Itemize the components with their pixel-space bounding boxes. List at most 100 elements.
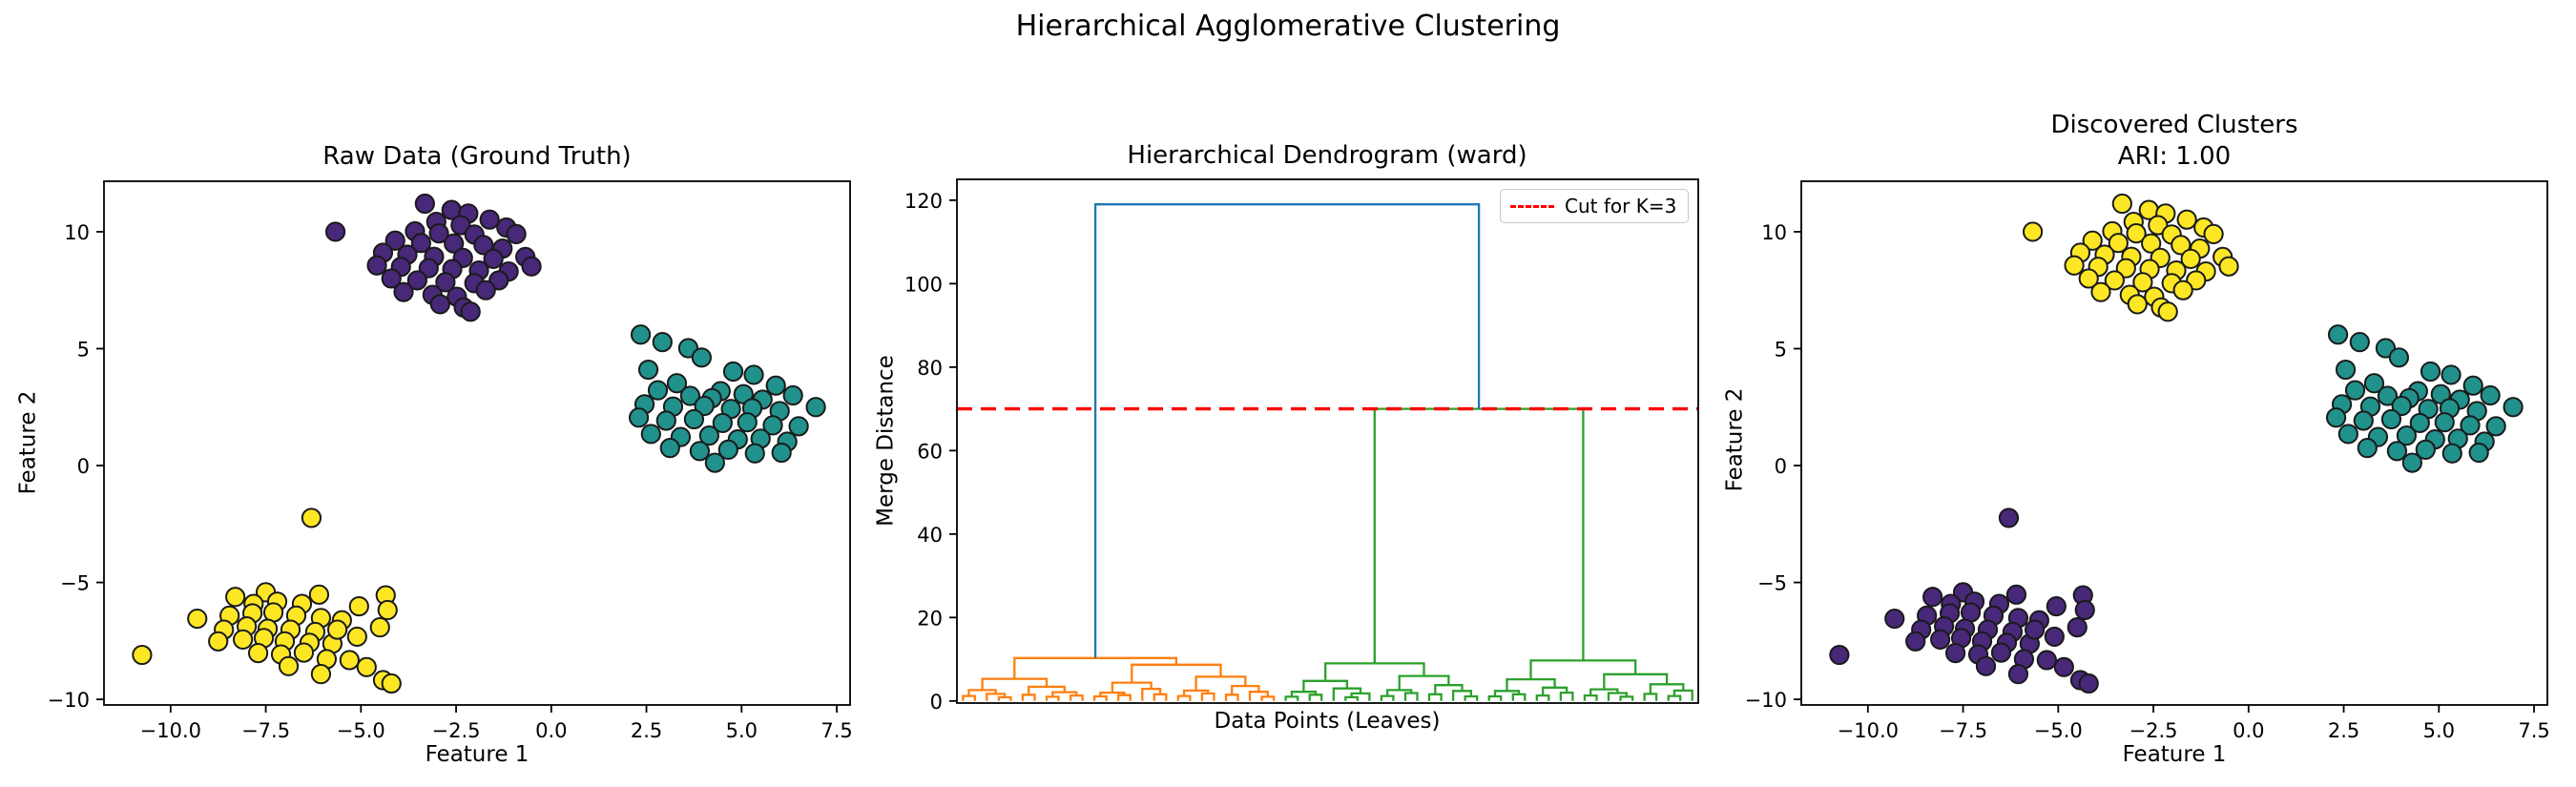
dendrogram-link <box>1344 695 1359 701</box>
scatter-point <box>339 650 360 671</box>
x-tick-label: −10.0 <box>1838 719 1899 742</box>
dendrogram-link <box>1324 662 1425 681</box>
y-tick-label: 10 <box>1761 221 1787 244</box>
discovered-cluster-right <box>2325 324 2524 473</box>
x-tick-label: 0.0 <box>2233 719 2264 742</box>
scatter-point <box>2396 425 2417 446</box>
scatter-point <box>2377 385 2399 406</box>
scatter-point <box>2388 347 2409 368</box>
scatter-point <box>1998 507 2020 528</box>
scatter-point <box>2064 255 2085 276</box>
dendrogram-link <box>1434 684 1464 694</box>
discovered-xaxis-label: Feature 1 <box>2122 742 2227 767</box>
scatter-point <box>2420 361 2441 383</box>
scatter-point <box>310 664 332 685</box>
scatter-point <box>2409 412 2430 434</box>
dendrogram-link <box>1373 407 1585 664</box>
scatter-point <box>2172 280 2193 300</box>
scatter-point <box>381 673 402 694</box>
scatter-point <box>2353 410 2374 431</box>
scatter-point <box>762 415 783 436</box>
dendrogram-link <box>1427 693 1443 701</box>
scatter-point <box>2082 230 2103 251</box>
scatter-point <box>366 255 387 276</box>
scatter-point <box>2132 272 2153 293</box>
dendrogram-link <box>1511 693 1527 701</box>
dendrogram-link <box>1200 692 1215 701</box>
scatter-point <box>652 332 673 353</box>
scatter-point <box>691 347 712 368</box>
scatter-point <box>2090 281 2111 302</box>
scatter-point <box>2363 373 2385 394</box>
y-tick-label: 0 <box>930 691 943 714</box>
scatter-point <box>521 256 542 277</box>
y-tick-label: 20 <box>917 607 943 630</box>
x-tick-label: 0.0 <box>535 719 567 742</box>
scatter-point <box>1922 587 1943 608</box>
discovered-plot: −10.0 −7.5 −5.0 −2.5 0.0 2.5 5.0 7.5 10 5 0 −5 −10 <box>1745 193 2550 742</box>
dendrogram-link <box>1487 694 1503 701</box>
axes-frame <box>103 180 851 706</box>
scatter-point <box>2127 294 2148 315</box>
scatter-point <box>479 209 500 230</box>
dendrogram-link <box>1028 685 1066 695</box>
dendrogram-link <box>981 677 1049 691</box>
scatter-point <box>346 626 367 648</box>
y-tick-label: 80 <box>917 357 943 380</box>
x-tick-label: 2.5 <box>2328 719 2359 742</box>
discovered-cluster-bottom-left <box>1829 507 2099 694</box>
dendrogram-link <box>1021 694 1036 701</box>
y-tick-label: −5 <box>60 572 90 595</box>
x-tick-label: −7.5 <box>1939 719 1987 742</box>
scatter-point <box>2046 595 2067 617</box>
scatter-point <box>414 193 435 215</box>
scatter-point <box>2468 442 2489 464</box>
dendrogram-link <box>1667 694 1682 701</box>
scatter-point <box>384 230 405 251</box>
y-tick-label: −10 <box>48 689 90 712</box>
dendrogram-plot: 0 20 40 60 80 100 120 <box>904 190 1698 714</box>
dendrogram-link <box>1380 694 1395 701</box>
scatter-point <box>2434 412 2455 433</box>
x-tick-label: −5.0 <box>2034 719 2083 742</box>
dendrogram-link <box>1176 694 1192 701</box>
scatter-point <box>473 235 494 256</box>
scatter-point <box>247 642 269 664</box>
scatter-point <box>2441 443 2462 464</box>
scatter-point <box>377 599 398 621</box>
scatter-point <box>2078 268 2099 289</box>
scatter-point <box>2325 407 2347 428</box>
scatter-point <box>744 443 765 464</box>
scatter-point <box>782 384 803 406</box>
scatter-point <box>418 258 439 279</box>
scatter-point <box>640 424 661 445</box>
scatter-point <box>1829 644 1850 666</box>
scatter-point <box>2022 221 2044 242</box>
y-tick-label: 100 <box>904 273 943 296</box>
scatter-point <box>2415 439 2436 460</box>
scatter-point <box>475 280 496 300</box>
scatter-point <box>771 442 792 464</box>
discovered-ari-subtitle: ARI: 1.00 <box>2117 142 2232 171</box>
scatter-point <box>2462 375 2483 396</box>
scatter-point <box>435 272 456 293</box>
scatter-point <box>2007 664 2029 685</box>
scatter-point <box>2480 384 2501 406</box>
scatter-point <box>628 407 650 428</box>
dendrogram-link <box>1224 694 1239 701</box>
scatter-point <box>2349 332 2370 353</box>
scatter-point <box>428 223 449 244</box>
scatter-point <box>2104 270 2125 291</box>
discovered-cluster-top <box>2022 193 2239 322</box>
scatter-point <box>722 361 744 383</box>
axes-frame <box>956 178 1699 704</box>
scatter-point <box>659 438 680 459</box>
raw-yaxis-label: Feature 2 <box>15 390 41 495</box>
dendrogram-link <box>997 695 1012 701</box>
scatter-point <box>2391 395 2412 417</box>
scatter-point <box>393 281 414 302</box>
dendrogram-link <box>1603 673 1669 690</box>
scatter-point <box>1884 608 1905 630</box>
raw-cluster-bottom-left <box>132 507 402 694</box>
